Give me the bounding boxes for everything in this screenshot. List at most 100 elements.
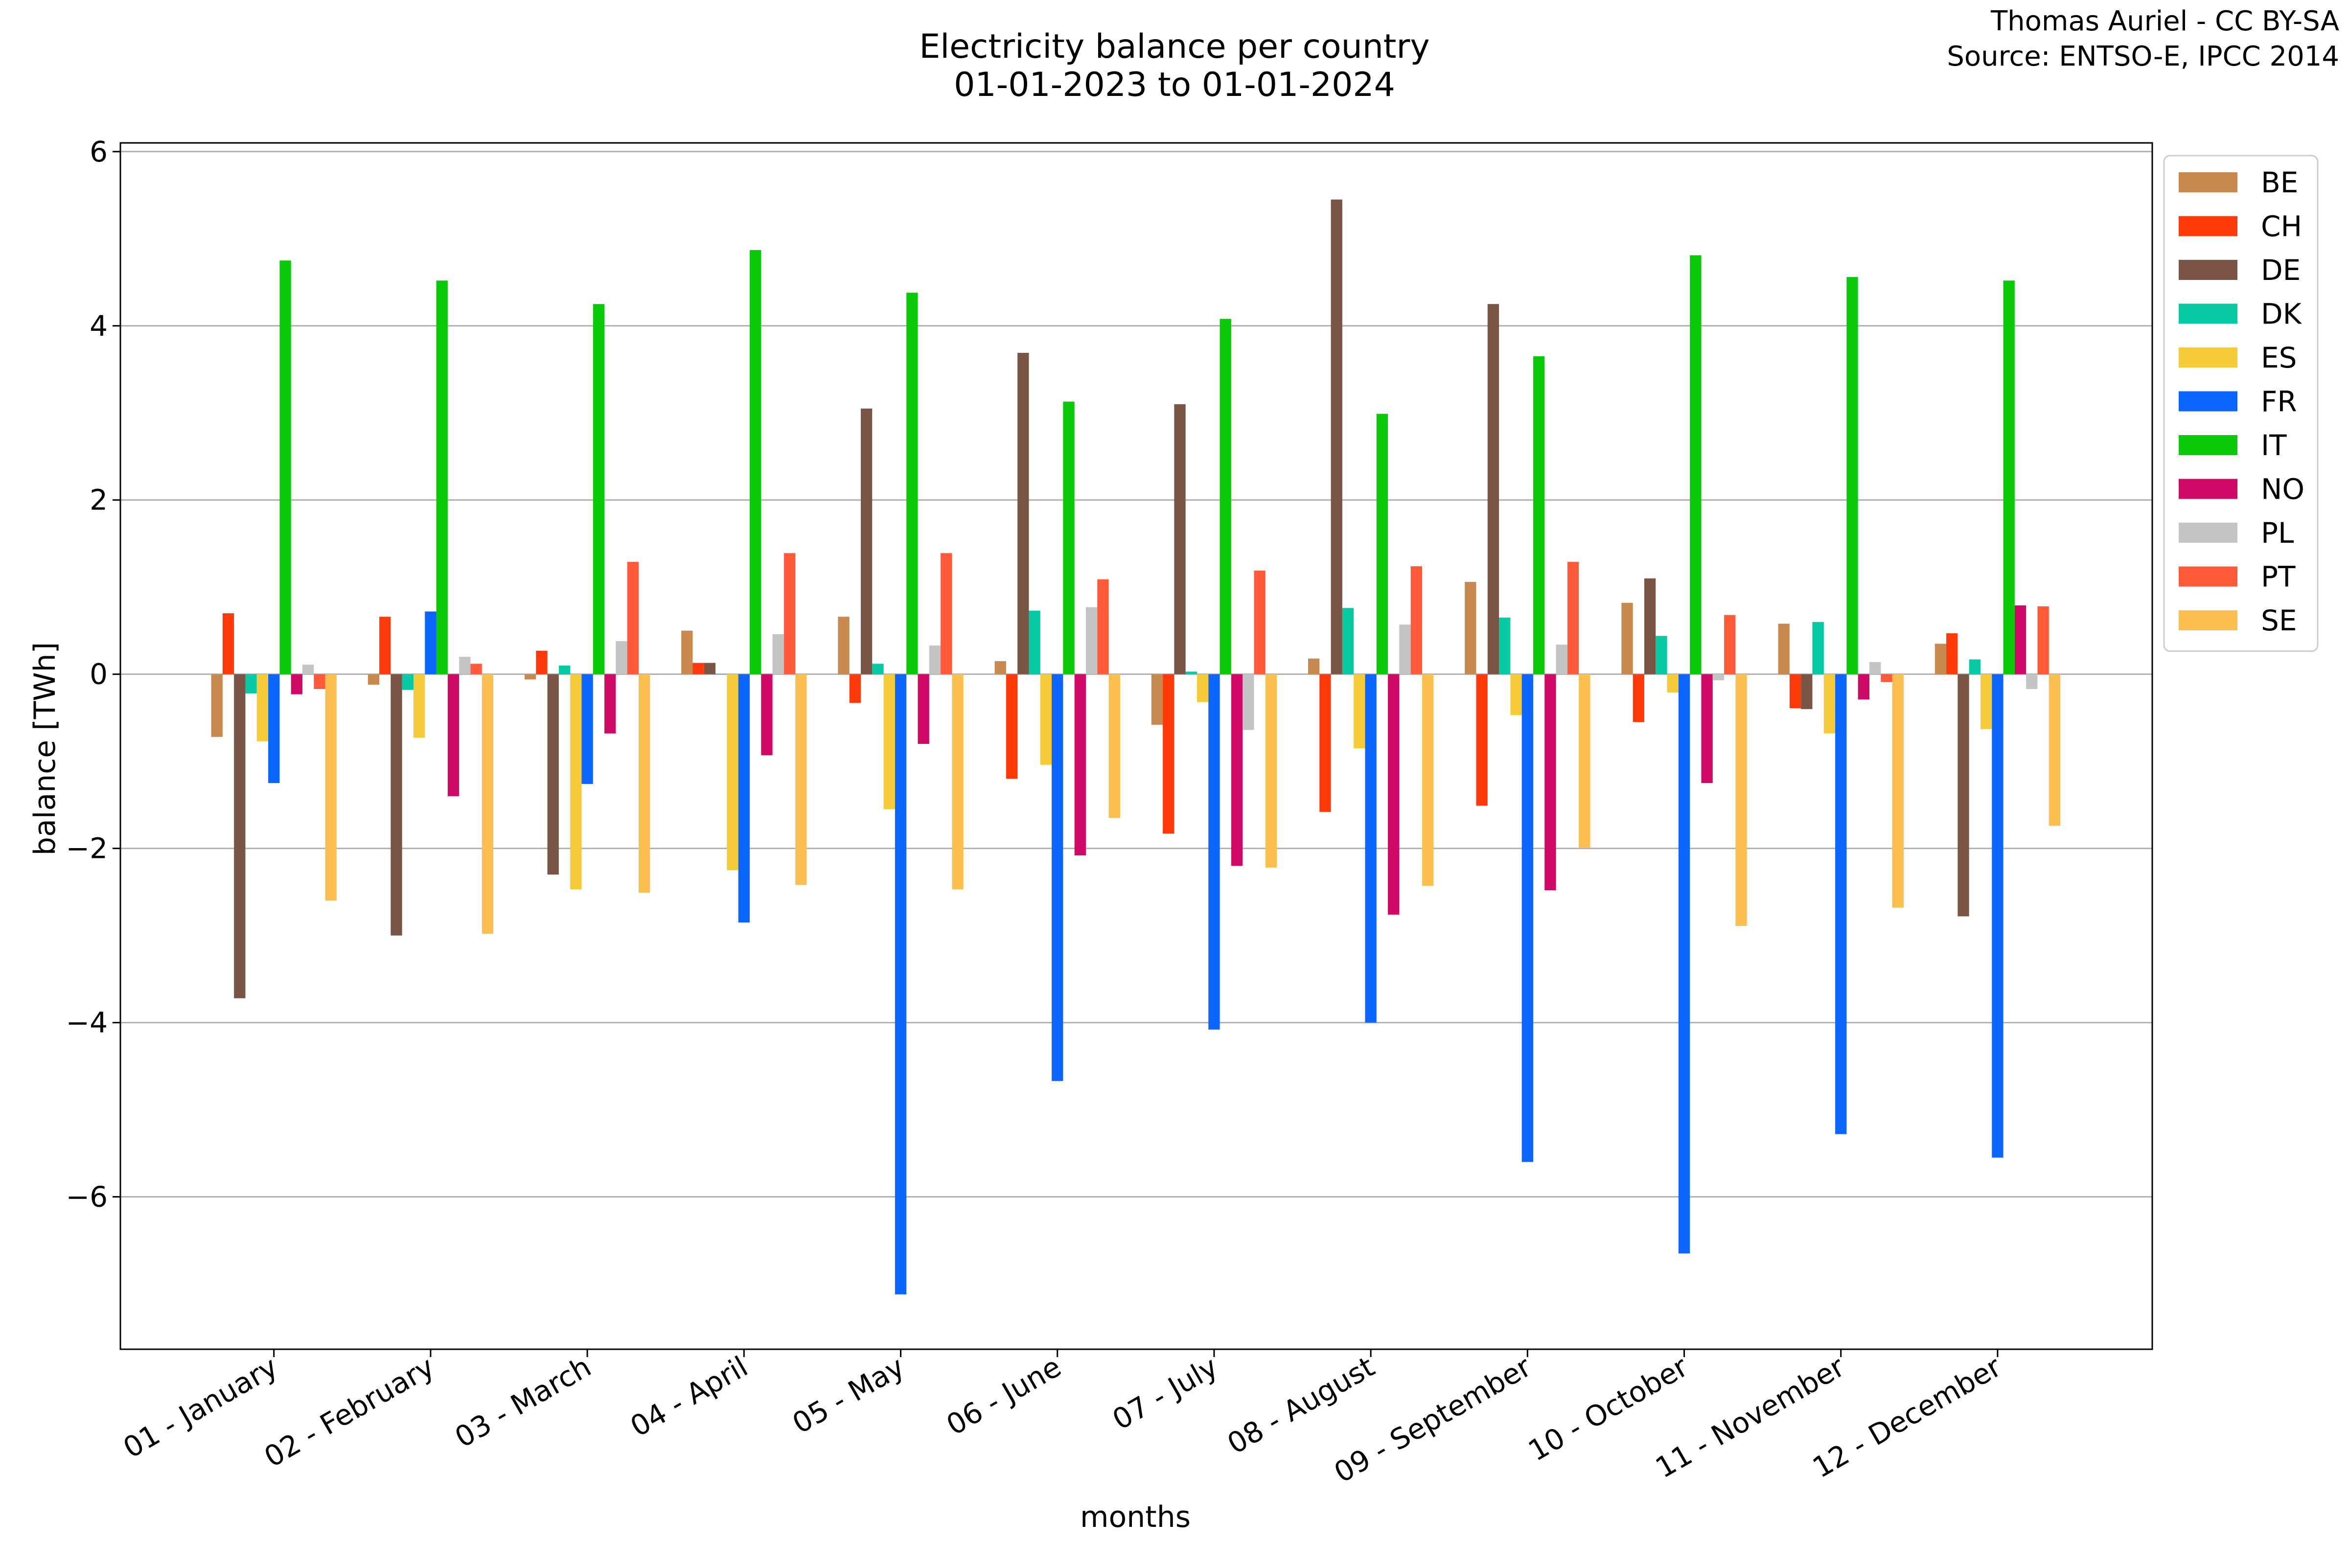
- x-axis-label: months: [1080, 1500, 1191, 1534]
- bar-ch-07-july: [1163, 674, 1174, 834]
- bar-dk-03-march: [558, 665, 571, 674]
- bar-de-06-june: [1017, 352, 1029, 674]
- bar-pl-02-february: [459, 657, 471, 674]
- bar-ch-08-august: [1319, 674, 1331, 812]
- bar-pl-05-may: [929, 645, 941, 674]
- y-tick-label: −4: [66, 1006, 108, 1039]
- bar-ch-03-march: [536, 650, 548, 674]
- grid-layer: [120, 151, 2152, 1198]
- bar-pt-02-february: [470, 664, 482, 674]
- bar-pt-11-november: [1881, 674, 1892, 682]
- bar-it-05-may: [906, 293, 918, 674]
- bar-es-11-november: [1823, 674, 1836, 734]
- legend-label-es: ES: [2261, 341, 2297, 374]
- bars-layer: [211, 199, 2061, 1294]
- bar-se-10-october: [1735, 674, 1747, 926]
- bar-no-09-september: [1544, 674, 1556, 891]
- bar-no-03-march: [604, 674, 616, 734]
- legend-swatch-ch: [2179, 216, 2237, 236]
- bar-ch-10-october: [1633, 674, 1644, 722]
- bar-no-02-february: [447, 674, 460, 796]
- bar-dk-07-july: [1185, 671, 1197, 674]
- bar-it-02-february: [436, 280, 448, 674]
- bar-it-08-august: [1376, 414, 1388, 674]
- legend-swatch-it: [2179, 435, 2237, 455]
- bar-be-05-may: [838, 617, 850, 674]
- bar-es-02-february: [413, 674, 425, 738]
- credit-source: Source: ENTSO-E, IPCC 2014: [1947, 41, 2339, 72]
- bar-de-12-december: [1958, 674, 1969, 917]
- legend-swatch-de: [2179, 260, 2237, 280]
- bar-fr-07-july: [1208, 674, 1220, 1030]
- bar-es-08-august: [1354, 674, 1365, 748]
- bar-ch-12-december: [1946, 633, 1958, 674]
- legend-swatch-pt: [2179, 566, 2237, 587]
- bar-pl-11-november: [1869, 662, 1881, 674]
- bar-fr-01-january: [268, 674, 280, 784]
- bar-dk-06-june: [1029, 610, 1040, 674]
- bar-dk-09-september: [1499, 617, 1511, 674]
- bar-de-07-july: [1174, 404, 1186, 674]
- legend-label-no: NO: [2261, 473, 2304, 506]
- bar-be-03-march: [524, 674, 536, 680]
- bar-pt-09-september: [1567, 562, 1579, 674]
- legend-swatch-dk: [2179, 303, 2237, 324]
- bar-no-05-may: [918, 674, 929, 744]
- bar-ch-04-april: [692, 663, 704, 674]
- bar-de-08-august: [1331, 199, 1342, 674]
- bar-ch-06-june: [1006, 674, 1018, 779]
- legend-label-de: DE: [2261, 254, 2301, 287]
- bar-pl-12-december: [2026, 674, 2038, 689]
- bar-es-12-december: [1980, 674, 1992, 729]
- bar-dk-04-april: [715, 674, 727, 675]
- bar-se-08-august: [1422, 674, 1434, 886]
- bar-es-07-july: [1197, 674, 1209, 702]
- bar-it-11-november: [1846, 277, 1858, 674]
- y-axis-label: balance [TWh]: [28, 642, 62, 855]
- bar-se-12-december: [2049, 674, 2061, 826]
- bar-dk-12-december: [1969, 659, 1981, 674]
- bar-be-12-december: [1934, 644, 1947, 674]
- bar-pt-10-october: [1724, 615, 1736, 674]
- chart-title: Electricity balance per country: [919, 27, 1429, 66]
- bar-it-09-september: [1533, 356, 1545, 674]
- bar-no-06-june: [1074, 674, 1086, 855]
- bar-be-06-june: [994, 661, 1006, 674]
- bar-se-06-june: [1108, 674, 1120, 818]
- bar-be-07-july: [1151, 674, 1163, 725]
- bar-de-04-april: [704, 663, 716, 674]
- bar-se-01-january: [325, 674, 337, 901]
- y-tick-label: −6: [66, 1180, 108, 1214]
- bar-it-01-january: [279, 260, 291, 674]
- bar-fr-09-september: [1521, 674, 1533, 1162]
- bar-dk-01-january: [245, 674, 257, 693]
- bar-be-08-august: [1308, 658, 1320, 674]
- bar-it-07-july: [1220, 319, 1231, 674]
- legend-label-pt: PT: [2261, 560, 2296, 594]
- bar-pt-12-december: [2037, 606, 2049, 674]
- bar-de-10-october: [1644, 578, 1656, 674]
- legend-swatch-fr: [2179, 391, 2237, 412]
- chart-subtitle: 01-01-2023 to 01-01-2024: [954, 66, 1395, 104]
- bar-ch-01-january: [222, 613, 234, 674]
- bar-it-12-december: [2003, 280, 2015, 674]
- bar-es-01-january: [256, 674, 269, 741]
- bar-fr-05-may: [895, 674, 907, 1294]
- bar-pt-07-july: [1254, 570, 1266, 674]
- bar-ch-11-november: [1789, 674, 1801, 709]
- legend-label-se: SE: [2261, 604, 2297, 637]
- bar-es-05-may: [883, 674, 895, 809]
- bar-fr-10-october: [1678, 674, 1690, 1254]
- bar-fr-03-march: [581, 674, 593, 784]
- bar-no-10-october: [1701, 674, 1713, 784]
- bar-it-06-june: [1063, 401, 1075, 674]
- bar-pt-04-april: [783, 553, 796, 674]
- bar-se-02-february: [482, 674, 494, 934]
- bar-pl-07-july: [1243, 674, 1254, 730]
- bar-pl-01-january: [302, 665, 314, 674]
- bar-no-04-april: [761, 674, 773, 756]
- bar-pl-08-august: [1399, 624, 1411, 674]
- bar-es-04-april: [727, 674, 738, 871]
